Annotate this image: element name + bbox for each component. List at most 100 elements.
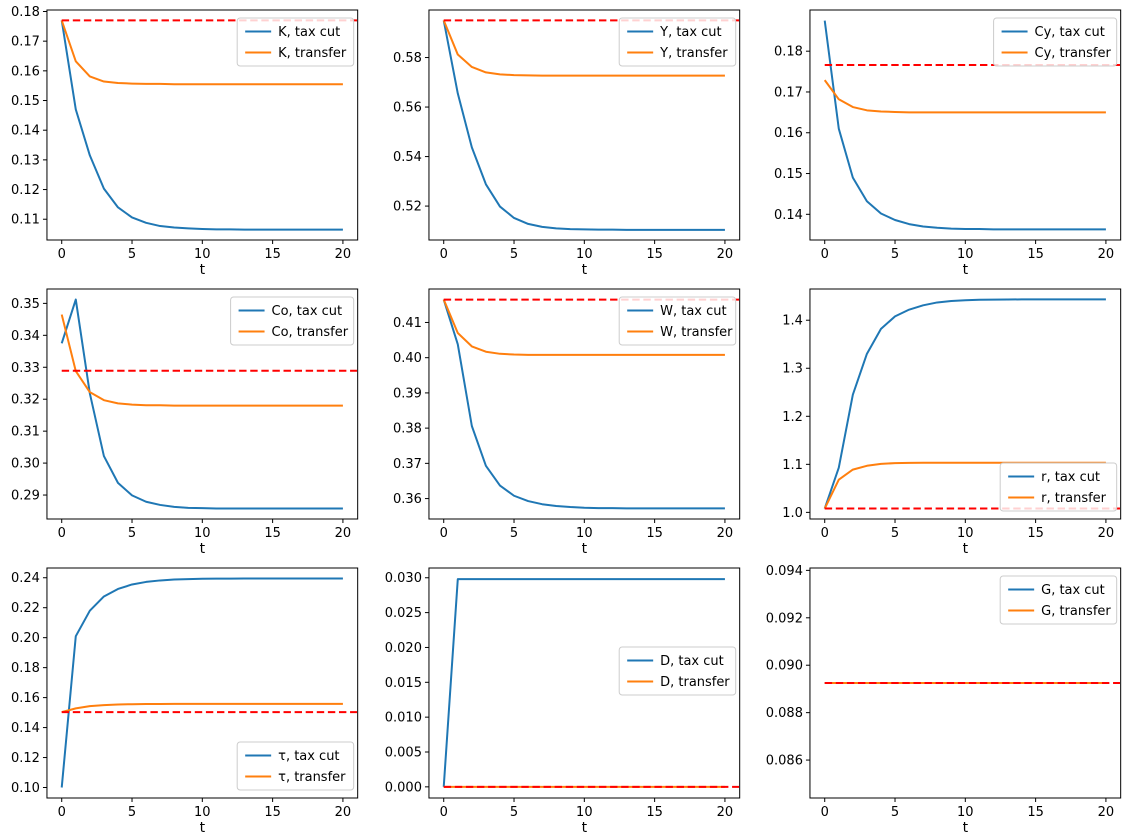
x-axis-ticks: 0 5 10 15 20 xyxy=(821,519,1115,541)
x-tick-label: 20 xyxy=(716,805,733,820)
x-tick-label: 5 xyxy=(891,247,899,262)
y-tick-label: 0.16 xyxy=(11,64,40,79)
series-line-transfer xyxy=(824,79,1107,114)
subplot-K-chart: 0.11 0.12 0.13 0.14 0.15 0.16 0.17 0.18 0 5 10 15 20… xyxy=(11,5,359,278)
series-line-transfer xyxy=(442,20,725,77)
subplot-Y: 0.52 0.54 0.56 0.58 0 5 10 15 20 t Y, tax cut Y, tr… xyxy=(382,0,764,279)
y-tick-label: 1.0 xyxy=(783,506,804,521)
y-tick-label: 0.13 xyxy=(11,153,40,168)
subplot-r-chart: 1.0 1.1 1.2 1.3 1.4 0 5 10 15 20 t r, tax cut r, tra… xyxy=(783,288,1122,557)
legend-entry: r, transfer xyxy=(1008,491,1107,506)
subplot-tau: 0.10 0.12 0.14 0.16 0.18 0.20 0.22 0.24 0 5 10 15 20… xyxy=(0,558,382,837)
series-line-tax_cut xyxy=(442,299,725,510)
series-line-tax_cut xyxy=(442,20,725,231)
y-axis-ticks: 1.0 1.1 1.2 1.3 1.4 xyxy=(783,314,811,521)
y-tick-label: 0.17 xyxy=(11,35,40,50)
x-tick-label: 5 xyxy=(891,805,899,820)
x-axis-ticks: 0 5 10 15 20 xyxy=(439,798,733,820)
legend-label: D, tax cut xyxy=(660,654,724,669)
x-axis-label: t xyxy=(200,541,206,557)
subplot-W: 0.36 0.37 0.38 0.39 0.40 0.41 0 5 10 15 20 t W, tax … xyxy=(382,279,764,558)
series-line-tax_cut xyxy=(60,577,343,788)
legend-entry: K, tax cut xyxy=(245,25,340,40)
y-axis-ticks: 0.52 0.54 0.56 0.58 xyxy=(393,51,429,215)
x-tick-label: 15 xyxy=(646,247,663,262)
x-tick-label: 10 xyxy=(576,526,593,541)
legend-label: τ, tax cut xyxy=(278,749,339,764)
y-tick-label: 0.15 xyxy=(11,94,40,109)
legend-box xyxy=(618,296,736,346)
x-tick-label: 10 xyxy=(576,247,593,262)
x-tick-label: 10 xyxy=(957,247,974,262)
y-tick-label: 0.36 xyxy=(393,492,422,507)
series-line-transfer xyxy=(60,314,343,407)
series-line-tax_cut xyxy=(442,578,725,787)
x-tick-label: 20 xyxy=(1098,805,1115,820)
y-tick-label: 0.33 xyxy=(11,361,40,376)
legend-entry: τ, tax cut xyxy=(245,749,340,764)
legend-label: G, transfer xyxy=(1041,604,1111,619)
y-tick-label: 0.020 xyxy=(384,641,421,656)
x-tick-label: 15 xyxy=(264,805,281,820)
y-axis-ticks: 0.29 0.30 0.31 0.32 0.33 0.34 0.35 xyxy=(11,297,47,504)
y-tick-label: 0.58 xyxy=(393,51,422,66)
y-tick-label: 0.11 xyxy=(11,213,40,228)
subplot-Co-chart: 0.29 0.30 0.31 0.32 0.33 0.34 0.35 0 5 10 15 20 t Co,… xyxy=(11,288,359,557)
y-tick-label: 0.010 xyxy=(384,711,421,726)
x-axis-label: t xyxy=(581,541,587,557)
subplot-r: 1.0 1.1 1.2 1.3 1.4 0 5 10 15 20 t r, tax cut r, tra… xyxy=(763,279,1145,558)
legend-label: r, transfer xyxy=(1041,491,1107,506)
x-axis-label: t xyxy=(581,820,587,836)
y-tick-label: 0.52 xyxy=(393,200,422,215)
y-tick-label: 0.094 xyxy=(766,564,803,579)
legend-label: Y, transfer xyxy=(659,46,728,61)
y-tick-label: 0.015 xyxy=(384,676,421,691)
y-axis-ticks: 0.36 0.37 0.38 0.39 0.40 0.41 xyxy=(393,316,429,507)
y-tick-label: 0.30 xyxy=(11,457,40,472)
x-axis-ticks: 0 5 10 15 20 xyxy=(821,240,1115,262)
subplot-G-chart: 0.086 0.088 0.090 0.092 0.094 0 5 10 15 20 t G, tax… xyxy=(766,564,1122,836)
legend-entry: W, transfer xyxy=(626,325,733,340)
subplot-D-chart: 0.000 0.005 0.010 0.015 0.020 0.025 0.030 0 5 10 1… xyxy=(384,567,740,836)
y-tick-label: 0.40 xyxy=(393,351,422,366)
x-tick-label: 15 xyxy=(1028,526,1045,541)
y-tick-label: 0.24 xyxy=(11,571,40,586)
y-tick-label: 1.1 xyxy=(783,458,804,473)
y-tick-label: 1.4 xyxy=(783,314,804,329)
x-tick-label: 10 xyxy=(957,805,974,820)
x-tick-label: 0 xyxy=(821,247,829,262)
subplot-K: 0.11 0.12 0.13 0.14 0.15 0.16 0.17 0.18 0 5 10 15 20… xyxy=(0,0,382,279)
legend-box xyxy=(993,17,1118,67)
y-tick-label: 0.030 xyxy=(384,571,421,586)
y-axis-ticks: 0.14 0.15 0.16 0.17 0.18 xyxy=(774,45,811,223)
legend-box xyxy=(236,741,355,791)
subplot-Cy-chart: 0.14 0.15 0.16 0.17 0.18 0 5 10 15 20 t Cy, tax cut… xyxy=(774,9,1122,278)
legend: G, tax cut G, transfer xyxy=(1000,575,1118,625)
x-tick-label: 0 xyxy=(439,526,447,541)
y-tick-label: 0.000 xyxy=(384,780,421,795)
y-tick-label: 1.3 xyxy=(783,362,804,377)
legend: Co, tax cut Co, transfer xyxy=(230,296,355,346)
legend-entry: D, tax cut xyxy=(626,654,724,669)
x-tick-label: 20 xyxy=(335,247,352,262)
x-axis-ticks: 0 5 10 15 20 xyxy=(439,519,733,541)
y-tick-label: 0.31 xyxy=(11,425,40,440)
y-tick-label: 0.025 xyxy=(384,606,421,621)
legend-label: Cy, tax cut xyxy=(1035,25,1105,40)
x-tick-label: 20 xyxy=(716,526,733,541)
legend: τ, tax cut τ, transfer xyxy=(236,741,355,791)
legend-entry: G, transfer xyxy=(1008,604,1112,619)
y-axis-ticks: 0.10 0.12 0.14 0.16 0.18 0.20 0.22 0.24 xyxy=(11,571,47,796)
x-tick-label: 0 xyxy=(58,247,66,262)
x-tick-label: 5 xyxy=(891,526,899,541)
y-tick-label: 0.092 xyxy=(766,611,803,626)
x-tick-label: 5 xyxy=(128,247,136,262)
x-axis-label: t xyxy=(963,820,969,836)
y-tick-label: 0.088 xyxy=(766,706,803,721)
legend: r, tax cut r, transfer xyxy=(1000,462,1118,512)
legend-box xyxy=(1000,575,1118,625)
y-tick-label: 0.29 xyxy=(11,489,40,504)
x-tick-label: 20 xyxy=(335,526,352,541)
x-axis-ticks: 0 5 10 15 20 xyxy=(58,240,352,262)
